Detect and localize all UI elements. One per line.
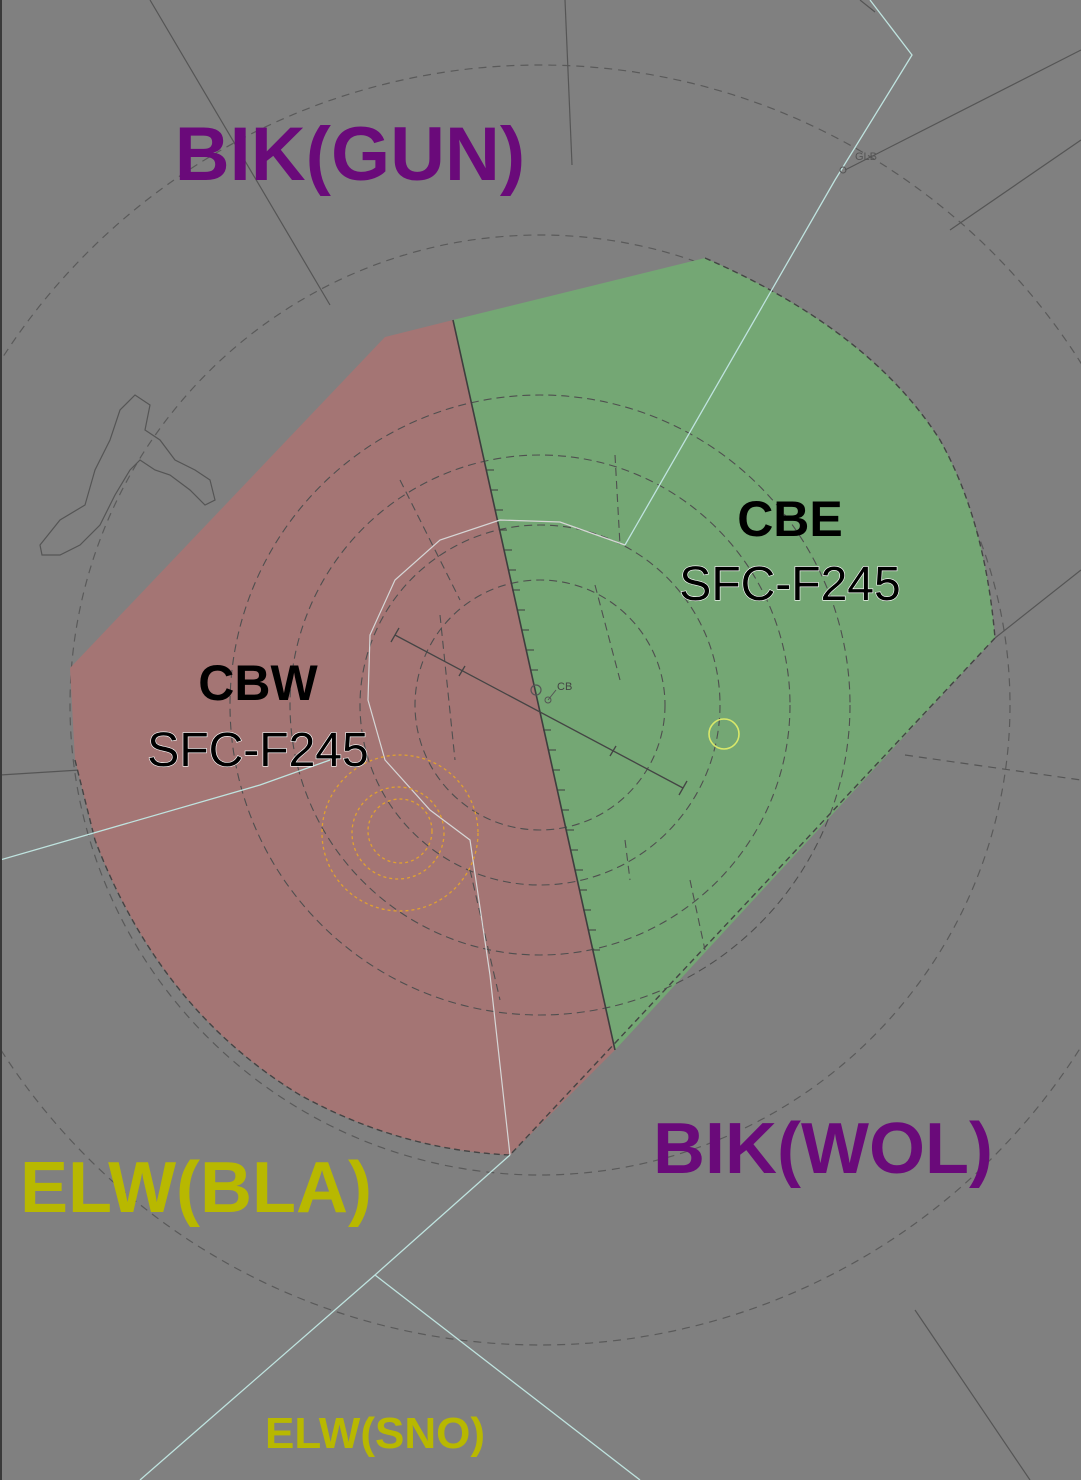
navaid-cb-label: CB (557, 681, 572, 693)
navaid-cb-icon (530, 684, 542, 696)
navaid-glb-label: GLB (855, 151, 877, 163)
region-label-elw-bla: ELW(BLA) (20, 1148, 372, 1228)
step-ring-4 (414, 579, 666, 831)
route-line-south-east (374, 1274, 641, 1480)
boundary-line (914, 1309, 1031, 1480)
sector-cbe-area[interactable] (453, 258, 995, 1050)
navaid-glb[interactable]: GLB (839, 151, 877, 174)
boundary-ne-arc (704, 257, 996, 639)
route-line-north (624, 0, 913, 546)
restricted-area (321, 754, 479, 912)
boundary-sw-arc (74, 759, 511, 1156)
route-line-west (0, 759, 331, 861)
navaid-cb-dot (544, 696, 552, 704)
step-radial (614, 454, 621, 546)
inner-step-rings (229, 394, 851, 1016)
boundary-line (844, 49, 1081, 171)
region-label-elw-sno: ELW(SNO) (265, 1409, 485, 1458)
range-ring-outer (0, 64, 1081, 1346)
restricted-ring-mid (351, 786, 445, 880)
route-lines (0, 0, 913, 1480)
divider-ticks (486, 469, 600, 951)
sector-cbw-levels: SFC-F245 (147, 724, 368, 777)
runway-centreline (390, 627, 688, 796)
step-radial (469, 869, 501, 1001)
restricted-ring-inner (367, 798, 433, 864)
centreline-end-tick (390, 627, 400, 643)
restricted-ring-outer (321, 754, 479, 912)
centreline (394, 634, 684, 789)
boundary-line (564, 0, 573, 166)
step-radial (439, 614, 456, 761)
step-radial (624, 839, 631, 881)
left-edge-strip (0, 0, 2, 1480)
region-label-bik-gun: BIK(GUN) (175, 112, 525, 197)
sector-outer-boundary (74, 257, 996, 1156)
boundary-line (949, 139, 1081, 231)
boundary-se-edge (509, 637, 996, 1156)
sector-cbe-name: CBE (737, 491, 843, 547)
step-ring-2 (289, 454, 791, 956)
step-radials (399, 454, 706, 1001)
outer-range-rings (0, 64, 1081, 1346)
range-ring-mid (69, 234, 1011, 1176)
step-ring-1 (229, 394, 851, 1016)
region-label-bik-wol: BIK(WOL) (653, 1109, 993, 1189)
navaid-glb-icon (839, 166, 847, 174)
boundary-line (149, 0, 331, 306)
centreline-tick (458, 665, 466, 677)
coastline-outline (39, 394, 216, 556)
boundary-line (0, 769, 81, 776)
sector-cbw-name: CBW (198, 655, 318, 711)
step-ring-3 (359, 524, 721, 886)
sector-cbe-levels: SFC-F245 (679, 558, 900, 611)
marker-circle (708, 718, 740, 750)
step-radial (594, 584, 621, 681)
approach-area-outline (367, 519, 626, 1156)
step-radial (399, 479, 461, 601)
boundary-line (859, 0, 876, 13)
boundary-line (904, 754, 1081, 781)
sector-cbw-area[interactable] (70, 320, 615, 1155)
navaid-cb[interactable]: CB (530, 681, 572, 704)
step-radial (689, 879, 706, 951)
centreline-tick (609, 745, 617, 757)
navaid-cb-leader (547, 689, 557, 701)
centreline-end-tick (678, 780, 688, 796)
boundary-line (994, 569, 1081, 639)
